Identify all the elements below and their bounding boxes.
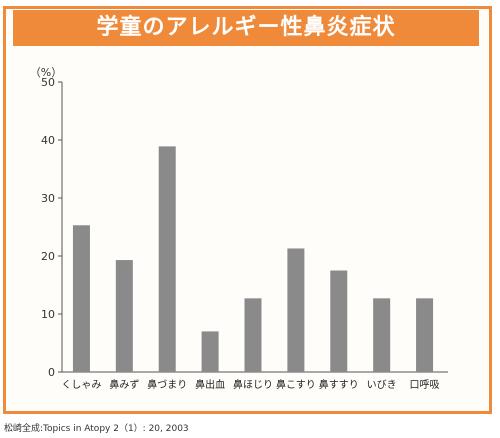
bar-7 xyxy=(330,270,348,372)
category-label: 口呼吸 xyxy=(410,379,440,391)
category-label: くしゃみ xyxy=(61,379,101,391)
y-tick-label: 0 xyxy=(48,366,55,379)
category-label: 鼻づまり xyxy=(147,378,187,391)
bar-1 xyxy=(72,225,90,372)
y-tick-label: 10 xyxy=(41,308,55,321)
y-tick-label: 40 xyxy=(41,134,55,147)
category-label: 鼻みず xyxy=(109,378,139,391)
bar-4 xyxy=(201,331,219,372)
y-tick-label: 20 xyxy=(41,250,55,263)
category-label: 鼻すすり xyxy=(319,378,359,391)
category-label: 鼻ほじり xyxy=(233,378,273,391)
category-label: 鼻こすり xyxy=(276,378,316,391)
chart-title: 学童のアレルギー性鼻炎症状 xyxy=(13,10,479,46)
y-tick-label: 30 xyxy=(41,192,55,205)
y-axis-label: （%） xyxy=(30,66,62,79)
bar-9 xyxy=(416,298,434,372)
source-citation: 松崎全成:Topics in Atopy 2（1）: 20, 2003 xyxy=(4,424,189,434)
bar-2 xyxy=(115,260,133,372)
category-label: いびき xyxy=(367,379,397,391)
bar-5 xyxy=(244,298,262,372)
bar-3 xyxy=(158,146,176,372)
y-tick-label: 50 xyxy=(41,76,55,89)
bar-8 xyxy=(373,298,391,372)
category-label: 鼻出血 xyxy=(195,378,225,391)
bar-6 xyxy=(287,248,305,372)
